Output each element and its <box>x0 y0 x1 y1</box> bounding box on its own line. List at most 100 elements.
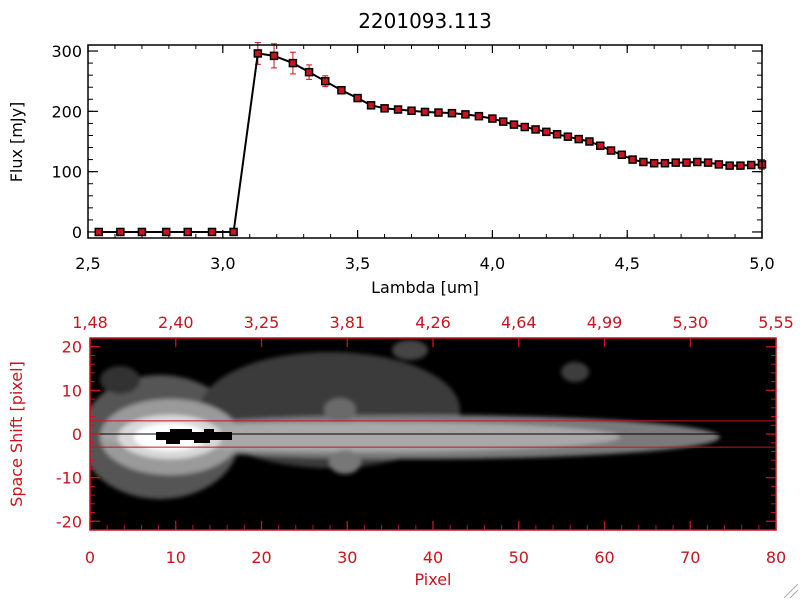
pixel-tick-label: 30 <box>337 548 357 567</box>
spectrum-error-bars <box>254 42 765 170</box>
spectrum-data-point <box>682 158 691 167</box>
spectral-trace-glow <box>90 340 720 499</box>
spectrum-data-point <box>531 125 540 134</box>
spectrum-data-point <box>229 227 238 237</box>
spectrum-data-point <box>746 160 756 170</box>
spectrum-data-point <box>649 158 659 168</box>
spectrum-y-tick-label: 0 <box>72 223 82 242</box>
resize-grip-icon[interactable] <box>783 583 799 599</box>
pixel-tick-label: 10 <box>166 548 186 567</box>
spectrum-data-point <box>94 227 104 237</box>
wavelength-tick-label: 4,64 <box>501 313 537 332</box>
spectrum-x-tick-label: 5,0 <box>749 254 774 273</box>
spectrum-chart: 2,5 3,0 3,5 4,0 4,5 5,0 0 100 200 300 Lambda [um… <box>7 42 775 297</box>
spectrum-data-point <box>183 227 193 237</box>
space-shift-tick-label: -20 <box>56 512 82 531</box>
spectrum-data-point <box>714 160 724 169</box>
spectrum-y-tick-labels: 0 100 200 300 <box>51 42 82 242</box>
spectrum-y-tick-label: 200 <box>51 102 82 121</box>
spectrum-data-point <box>574 134 583 144</box>
spectral-image-panel: 0 10 20 30 40 50 60 70 80 1,48 2,40 3,25 3,81 4,26 4,6… <box>7 313 794 589</box>
spectrum-data-point <box>207 227 217 237</box>
spectrum-data-point <box>725 161 734 170</box>
spectrum-markers <box>94 49 767 237</box>
spectrum-data-point <box>474 111 484 121</box>
pixel-axis-label: Pixel <box>414 570 451 589</box>
spectrum-data-point <box>509 120 519 129</box>
spectrum-data-point <box>617 150 627 160</box>
spectrum-y-axis-label: Flux [mJy] <box>7 102 26 183</box>
spectrum-data-point <box>269 51 279 61</box>
spectrum-data-point <box>380 104 389 113</box>
spectrum-data-point <box>304 67 314 77</box>
wavelength-tick-label: 3,81 <box>329 313 365 332</box>
spectrum-data-point <box>337 85 346 95</box>
wavelength-tick-label: 1,48 <box>72 313 108 332</box>
spectrum-x-tick-label: 2,5 <box>75 254 100 273</box>
spectrum-y-tick-label: 100 <box>51 163 82 182</box>
wavelength-tick-label: 5,30 <box>672 313 708 332</box>
spectrum-data-point <box>161 227 171 237</box>
spectrum-data-point <box>606 146 616 155</box>
space-shift-tick-label: -10 <box>56 469 82 488</box>
spectrum-data-point <box>660 158 670 168</box>
spectrum-data-point <box>434 108 443 117</box>
pixel-tick-label: 60 <box>594 548 614 567</box>
pixel-tick-label: 20 <box>251 548 271 567</box>
spectrum-x-tick-label: 3,0 <box>210 254 235 273</box>
wavelength-tick-label: 3,25 <box>244 313 280 332</box>
spectrum-x-tick-label: 4,5 <box>614 254 639 273</box>
spectrum-data-point <box>366 101 376 110</box>
spectrum-data-point <box>447 108 457 118</box>
pixel-tick-label: 80 <box>766 548 786 567</box>
spectrum-data-point <box>137 227 147 237</box>
spectrum-data-point <box>736 161 745 170</box>
spectrum-data-point <box>585 137 594 146</box>
spectrum-data-point <box>639 157 648 167</box>
spectrum-data-point <box>488 114 497 123</box>
wavelength-tick-label: 5,55 <box>758 313 794 332</box>
spectrum-x-tick-labels: 2,5 3,0 3,5 4,0 4,5 5,0 <box>75 254 774 273</box>
spectrum-data-point <box>542 127 551 137</box>
wavelength-tick-label: 4,26 <box>415 313 451 332</box>
spectrum-plot-frame <box>87 44 763 239</box>
spectral-image-ticks: 0 10 20 30 40 50 60 70 80 1,48 2,40 3,25 3,81 4,26 4,6… <box>56 313 794 567</box>
pixel-tick-label: 50 <box>509 548 529 567</box>
spectrum-axis-ticks <box>87 45 763 238</box>
space-shift-tick-label: 0 <box>72 425 82 444</box>
spectrum-x-axis-label: Lambda [um] <box>371 278 479 297</box>
spectrum-data-point <box>288 58 298 68</box>
extraction-window-lines <box>90 420 776 448</box>
spectrum-data-point <box>461 110 470 119</box>
spectrum-line <box>98 52 763 233</box>
spectrum-data-point <box>393 105 403 114</box>
space-shift-axis-label: Space Shift [pixel] <box>7 361 26 507</box>
spectrum-data-point <box>595 141 605 150</box>
pixel-tick-label: 40 <box>423 548 443 567</box>
spectrum-data-point <box>498 117 508 126</box>
spectrum-data-point <box>703 158 713 167</box>
spectrum-data-point <box>407 106 416 115</box>
saturated-pixels <box>156 429 232 444</box>
space-shift-tick-label: 10 <box>62 381 82 400</box>
spectrum-data-point <box>116 227 125 237</box>
wavelength-tick-label: 2,40 <box>158 313 194 332</box>
spectrum-data-point <box>253 49 263 58</box>
spectrum-data-point <box>420 107 430 117</box>
spectrum-data-point <box>628 155 637 164</box>
spectrum-data-point <box>353 93 362 103</box>
spectrum-data-point <box>552 130 562 139</box>
space-shift-tick-label: 20 <box>62 338 82 357</box>
spectrum-data-point <box>520 122 530 132</box>
spectrum-data-point <box>320 76 330 86</box>
spectrum-x-tick-label: 4,0 <box>480 254 505 273</box>
wavelength-tick-label: 4,99 <box>587 313 623 332</box>
pixel-tick-label: 70 <box>680 548 700 567</box>
spectrum-x-tick-label: 3,5 <box>345 254 370 273</box>
pixel-tick-label: 0 <box>85 548 95 567</box>
chart-title: 2201093.113 <box>358 9 492 33</box>
spectrum-data-point <box>563 132 573 141</box>
spectrum-data-point <box>671 158 680 167</box>
spectrum-data-point <box>693 157 702 167</box>
